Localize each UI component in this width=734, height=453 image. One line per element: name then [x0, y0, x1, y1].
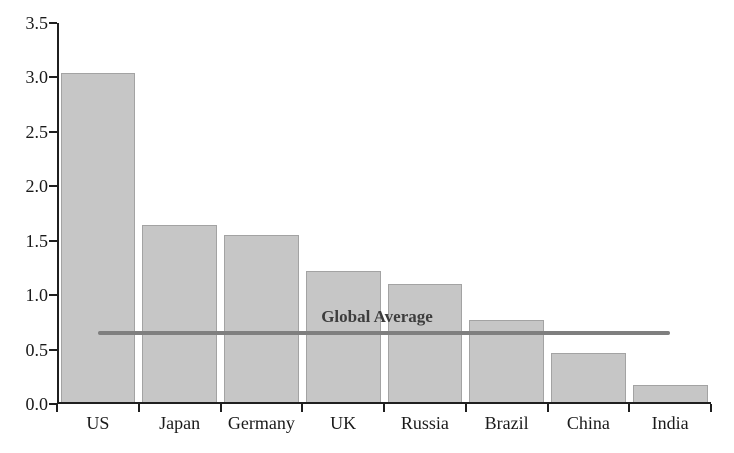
- x-axis-line: [57, 402, 711, 404]
- x-category-label: Germany: [227, 413, 295, 433]
- y-tick-label: 2.0: [25, 176, 49, 197]
- x-axis-tick: [56, 404, 58, 412]
- y-axis-tick: [49, 403, 57, 405]
- y-axis-tick: [49, 130, 57, 133]
- x-axis-tick: [464, 404, 467, 412]
- y-tick-label: 3.0: [25, 67, 49, 88]
- bar-russia: [387, 284, 463, 402]
- x-category-label: Japan: [159, 413, 201, 433]
- bar-germany: [224, 235, 299, 402]
- y-tick-label: 1.5: [25, 230, 49, 251]
- x-category-label: India: [651, 413, 689, 433]
- plot-area: Global Average: [49, 22, 712, 412]
- y-axis-tick: [49, 348, 57, 351]
- y-axis-line: [57, 23, 59, 404]
- y-tick-label: 1.0: [25, 285, 49, 306]
- x-axis-tick: [137, 404, 140, 412]
- x-axis-tick: [383, 404, 385, 412]
- y-tick-label: 0.5: [25, 339, 49, 360]
- x-category-label: Russia: [400, 413, 449, 433]
- x-category-label: US: [86, 413, 110, 433]
- y-axis-tick: [49, 76, 57, 79]
- bar-india: [632, 384, 708, 402]
- y-tick-label: 3.5: [25, 13, 49, 33]
- bar-china: [551, 353, 626, 402]
- y-axis-tick: [49, 294, 57, 297]
- x-axis-tick: [301, 404, 304, 412]
- x-category-label: Brazil: [484, 413, 529, 433]
- x-axis-tick: [710, 404, 712, 412]
- y-tick-label: 0.0: [25, 394, 49, 414]
- global-average-line: [97, 331, 671, 336]
- y-tick-label: 2.5: [25, 121, 49, 142]
- y-axis-tick: [49, 239, 57, 242]
- bar-japan: [142, 224, 217, 402]
- x-axis-tick: [219, 404, 222, 412]
- x-category-label: UK: [330, 413, 357, 433]
- x-category-label: China: [566, 413, 610, 433]
- y-axis-tick: [49, 185, 57, 188]
- bar-uk: [305, 271, 381, 402]
- y-axis-tick: [49, 22, 57, 24]
- bar-us: [60, 73, 136, 402]
- global-average-label: Global Average: [321, 307, 433, 327]
- x-axis-tick: [628, 404, 631, 412]
- x-axis-tick: [546, 404, 549, 412]
